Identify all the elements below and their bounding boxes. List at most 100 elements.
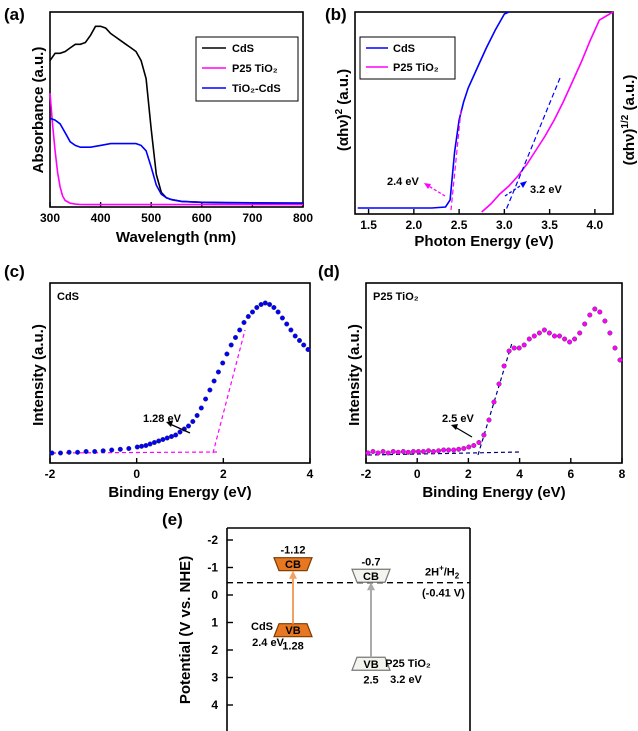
- panel-c-data-point: [49, 450, 55, 456]
- panel-c-data-point: [143, 443, 149, 449]
- cds-vb-block: [273, 623, 313, 638]
- panel-b-x-tick-label: 2.5: [451, 218, 468, 232]
- cds-excitation-arrowhead: [289, 570, 297, 579]
- panel-a-series-1-line: [49, 93, 303, 206]
- panel-d-data-point: [592, 306, 598, 312]
- panel-d-data-point: [496, 381, 502, 387]
- panel-b-x-tick-label: 2.0: [405, 218, 422, 232]
- panel-c-data-point: [164, 435, 170, 441]
- panel-c-data-point: [254, 305, 260, 311]
- p25-gap-value: 3.2 eV: [390, 674, 422, 686]
- panel-d-x-label: Binding Energy (eV): [422, 484, 565, 501]
- cds-vbm-arrow: [169, 423, 191, 434]
- panel-d-x-tick-label: 6: [567, 467, 574, 481]
- panel-d-chart: -2 0 2 4 6 8 P25 TiO₂ 2.5 eV Binding Energy (…: [346, 282, 626, 501]
- legend-label-p25: P25 TiO₂: [232, 63, 278, 75]
- panel-a-x-tick-label: 700: [242, 211, 262, 225]
- panel-c-data-point: [241, 320, 247, 326]
- panel-d-data-point: [587, 312, 593, 318]
- panel-c-y-label: Intensity (a.u.): [30, 324, 47, 426]
- panel-e-tick-label: 1: [211, 616, 218, 630]
- legend-label-b-p25: P25 TiO₂: [393, 62, 439, 74]
- panel-d-data-point: [426, 448, 432, 454]
- panel-d-data-point: [597, 309, 603, 315]
- panel-d-data-point: [602, 318, 608, 324]
- panel-c-data-point: [271, 305, 277, 311]
- panel-d-data-point: [546, 330, 552, 336]
- panel-e-tick-label: -1: [207, 561, 218, 575]
- panel-d-data-point: [531, 333, 537, 339]
- panel-c-data-point: [203, 396, 209, 402]
- panel-b-series-1-line: [481, 11, 614, 213]
- panel-d-data-point: [491, 399, 497, 405]
- panel-d-data-point: [431, 449, 437, 455]
- panel-c-data-point: [275, 309, 281, 315]
- panel-d-data-point: [446, 447, 452, 453]
- panel-a-series: [49, 25, 304, 206]
- panel-e-label: (e): [162, 510, 183, 529]
- p25-edge-fit: [477, 342, 513, 456]
- panel-d-data-point: [612, 345, 618, 351]
- panel-c-data-point: [237, 327, 243, 333]
- panel-d-data-point: [461, 446, 467, 452]
- panel-d-data-point: [617, 357, 623, 363]
- panel-e-tick-label: 2: [211, 643, 218, 657]
- panel-a-x-ticks: 300 400 500 600 700 800: [40, 202, 313, 225]
- panel-b-legend: CdS P25 TiO₂: [359, 36, 456, 80]
- panel-b-legend-box: [359, 36, 456, 80]
- cds-cb-block: [273, 557, 313, 572]
- panel-a-legend: CdS P25 TiO₂ TiO₂-CdS: [195, 36, 299, 102]
- panel-c-data-point: [92, 449, 98, 455]
- panel-d-y-label: Intensity (a.u.): [346, 324, 363, 426]
- panel-c-data-point: [190, 419, 196, 425]
- panel-c-x-ticks: -2 0 2 4: [45, 458, 314, 481]
- cds-cb-value: -1.12: [280, 545, 305, 557]
- panel-b-y-label-left: (αhν)2 (a.u.): [334, 69, 352, 151]
- panel-c-data-point: [58, 450, 64, 456]
- panel-d-data-point: [441, 447, 447, 453]
- cds-vb-value: 1.28: [282, 641, 303, 653]
- panel-d-data-point: [562, 336, 568, 342]
- panel-a-x-tick-label: 500: [141, 211, 161, 225]
- panel-b-frame: [354, 11, 614, 215]
- cds-tangent-line: [450, 109, 462, 211]
- panel-d-data-point: [582, 321, 588, 327]
- panel-a-chart: 300 400 500 600 700 800 Wavelength (nm) Absor…: [30, 11, 313, 246]
- h2-reduction-label: 2H+/H2: [425, 564, 460, 581]
- panel-e-tick-label: -2: [207, 533, 218, 547]
- panel-b-x-tick-label: 1.5: [360, 218, 377, 232]
- panel-c-data-point: [267, 302, 273, 308]
- panel-d-data-point: [466, 444, 472, 450]
- p25-baseline-fit: [367, 451, 521, 456]
- panel-c-data-point: [147, 441, 153, 447]
- panel-c-series: [49, 300, 311, 456]
- panel-c-data-point: [156, 438, 162, 444]
- p25-cb-value: -0.7: [362, 556, 381, 568]
- panel-d-data-point: [572, 336, 578, 342]
- panel-e-tick-label: 0: [211, 588, 218, 602]
- panel-e-tick-label: 4: [211, 698, 218, 712]
- panel-d-sample-label: P25 TiO₂: [373, 291, 419, 303]
- panel-a-x-label: Wavelength (nm): [116, 229, 236, 246]
- panel-b-tangents: [424, 77, 561, 211]
- panel-c-data-point: [168, 434, 174, 440]
- panel-a-x-tick-label: 600: [192, 211, 212, 225]
- panel-c-label: (c): [4, 262, 25, 281]
- p25-vbm-annotation: 2.5 eV: [442, 413, 474, 425]
- panel-d-data-point: [365, 450, 371, 456]
- panel-c-data-point: [245, 314, 251, 320]
- panel-c-data-point: [160, 437, 166, 443]
- panel-c-data-point: [249, 309, 255, 315]
- panel-d-data-point: [567, 339, 573, 345]
- panel-b-y-label-right: (αhν)1/2 (a.u.): [620, 75, 638, 166]
- panel-d-data-point: [395, 449, 401, 455]
- panel-d-x-tick-label: 8: [619, 467, 626, 481]
- panel-d-x-ticks: -2 0 2 4 6 8: [361, 458, 626, 481]
- panel-a-frame: [49, 11, 304, 208]
- panel-c-x-tick-label: 0: [133, 467, 140, 481]
- panel-labels: (a) (b) (c) (d) (e): [4, 5, 347, 529]
- panel-c-x-tick-label: 2: [220, 467, 227, 481]
- panel-c-data-point: [224, 351, 230, 357]
- panel-c-data-point: [232, 335, 238, 341]
